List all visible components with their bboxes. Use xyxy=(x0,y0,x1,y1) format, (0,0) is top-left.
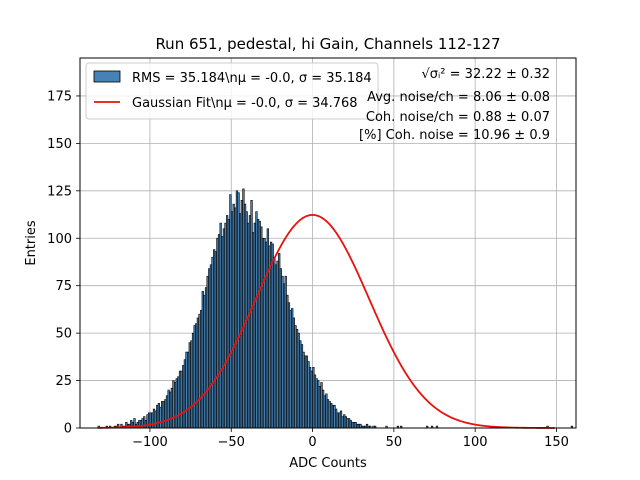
x-tick-label: −50 xyxy=(218,435,245,450)
legend-hist-label: RMS = 35.184\nμ = -0.0, σ = 35.184 xyxy=(132,71,372,86)
chart-title: Run 651, pedestal, hi Gain, Channels 112… xyxy=(155,35,500,53)
x-tick-label: 0 xyxy=(308,435,316,450)
x-tick-label: 150 xyxy=(544,435,569,450)
legend-hist-swatch xyxy=(93,70,121,83)
y-tick-label: 175 xyxy=(47,89,72,104)
y-tick-label: 25 xyxy=(55,374,72,389)
annotation-sigma: √σᵢ² = 32.22 ± 0.32 xyxy=(421,67,550,82)
y-tick-label: 75 xyxy=(55,279,72,294)
gaussian-fit xyxy=(97,214,555,429)
x-axis-label: ADC Counts xyxy=(289,456,367,471)
y-tick-label: 125 xyxy=(47,184,72,199)
y-tick-label: 150 xyxy=(47,137,72,152)
annotation-avg-noise: Avg. noise/ch = 8.06 ± 0.08 xyxy=(367,90,550,105)
x-tick-label: −100 xyxy=(132,435,168,450)
annotation-coh-noise: Coh. noise/ch = 0.88 ± 0.07 xyxy=(366,110,550,125)
annotations: √σᵢ² = 32.22 ± 0.32 Avg. noise/ch = 8.06… xyxy=(359,67,550,143)
annotation-coh-noise-percent: [%] Coh. noise = 10.96 ± 0.9 xyxy=(359,128,550,143)
gaussian-fit-line xyxy=(97,214,555,429)
x-tick-label: 100 xyxy=(463,435,488,450)
y-axis-ticks: 0 25 50 75 100 125 150 175 xyxy=(47,89,80,437)
x-axis-ticks: −100 −50 0 50 100 150 xyxy=(132,428,569,450)
legend-box xyxy=(85,62,379,120)
legend-fit-label: Gaussian Fit\nμ = -0.0, σ = 34.768 xyxy=(132,96,358,111)
y-tick-label: 50 xyxy=(55,327,72,342)
y-tick-label: 100 xyxy=(47,232,72,247)
y-axis-label: Entries xyxy=(24,220,39,266)
plot-frame xyxy=(79,57,577,429)
x-tick-label: 50 xyxy=(386,435,403,450)
y-tick-label: 0 xyxy=(64,422,72,437)
legend: RMS = 35.184\nμ = -0.0, σ = 35.184 Gauss… xyxy=(85,62,379,120)
